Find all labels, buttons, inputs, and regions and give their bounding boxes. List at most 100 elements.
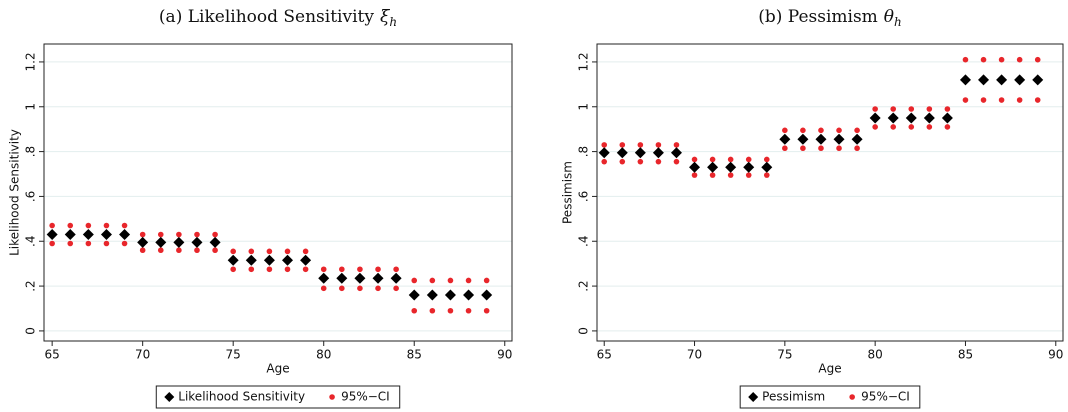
estimate-point [100, 229, 112, 241]
ci-point [908, 106, 915, 112]
estimate-point [941, 112, 953, 124]
x-axis-label: Age [266, 362, 289, 376]
legend: Likelihood Sensitivity 95%−CI [155, 385, 401, 409]
y-tick-label: .8 [577, 146, 591, 157]
estimate-point [707, 161, 719, 173]
estimate-point [869, 112, 881, 124]
x-tick-label: 75 [226, 348, 241, 362]
ci-point [483, 307, 490, 314]
ci-point [655, 158, 662, 165]
estimate-point [797, 133, 809, 145]
ci-point [230, 266, 236, 273]
x-tick-label: 75 [777, 348, 792, 362]
estimate-point [444, 289, 456, 301]
ci-point [818, 127, 824, 134]
ci-point [284, 266, 291, 273]
ci-point [601, 158, 608, 165]
ci-point [339, 285, 345, 292]
estimate-point [670, 147, 682, 159]
ci-point [908, 124, 915, 130]
ci-point [230, 248, 236, 255]
estimate-point [354, 272, 366, 284]
y-tick-label: 0 [24, 327, 38, 335]
ci-point [375, 266, 381, 273]
x-tick-label: 90 [1048, 348, 1063, 362]
estimate-point [616, 147, 628, 159]
ci-point [393, 285, 399, 292]
chart: (b) Pessimism θh 0 .2 .4 .6 .8 1 1.2 65 70 75 80 85 90… [561, 7, 1064, 409]
ci-point [339, 266, 345, 273]
ci-point [709, 156, 716, 163]
legend-marker [748, 392, 759, 402]
ci-point [818, 145, 824, 152]
ci-point [854, 145, 860, 152]
estimate-point [725, 161, 737, 173]
estimate-point [463, 289, 475, 301]
ci-point [673, 142, 680, 148]
estimate-point [318, 272, 330, 284]
ci-point [998, 97, 1005, 103]
legend-marker [329, 394, 335, 400]
estimate-point [923, 112, 935, 124]
estimate-point [191, 236, 203, 248]
estimate-point [815, 133, 827, 145]
x-tick-label: 70 [135, 348, 150, 362]
y-axis-label: Pessimism [561, 161, 575, 224]
ci-point [67, 222, 74, 229]
y-tick-label: 0 [577, 327, 591, 335]
legend-label: Pessimism [762, 390, 825, 404]
ci-point [248, 248, 255, 255]
ci-point [782, 145, 788, 152]
legend-box [155, 385, 401, 409]
x-axis-label: Age [818, 362, 841, 376]
ci-point [709, 172, 716, 178]
estimate-point [1014, 74, 1026, 86]
ci-point [800, 127, 806, 134]
estimate-point [300, 254, 312, 266]
estimate-point [336, 272, 348, 284]
estimate-point [481, 289, 493, 301]
estimate-point [227, 254, 239, 266]
ci-point [429, 307, 436, 314]
ci-point [745, 172, 752, 178]
x-tick-label: 80 [316, 348, 331, 362]
ci-point [121, 222, 128, 229]
estimate-point [408, 289, 420, 301]
ci-point [854, 127, 860, 134]
chart-title: (a) Likelihood Sensitivity ξh [159, 7, 397, 29]
ci-point [176, 247, 182, 254]
ci-point [393, 266, 399, 273]
ci-point [121, 240, 128, 247]
estimate-point [82, 229, 94, 241]
ci-point [836, 145, 842, 152]
ci-point [157, 231, 164, 238]
estimate-point [959, 74, 971, 86]
estimate-point [996, 74, 1008, 86]
ci-point [962, 97, 969, 103]
legend-marker [164, 392, 175, 402]
estimate-point [282, 254, 294, 266]
estimate-point [155, 236, 167, 248]
ci-point [926, 106, 933, 112]
estimate-point [779, 133, 791, 145]
estimate-point [426, 289, 438, 301]
ci-point [944, 106, 951, 112]
ci-point [691, 156, 698, 163]
estimate-point [851, 133, 863, 145]
ci-point [637, 142, 644, 148]
ci-point [745, 156, 752, 163]
chart-title: (b) Pessimism θh [758, 7, 902, 29]
ci-point [447, 277, 454, 284]
ci-point [49, 240, 55, 247]
ci-point [980, 97, 987, 103]
estimate-point [64, 229, 76, 241]
ci-point [139, 231, 146, 238]
ci-point [763, 156, 770, 163]
ci-point [212, 247, 218, 254]
ci-point [266, 248, 273, 255]
ci-point [673, 158, 680, 165]
estimate-point [743, 161, 755, 173]
ci-point [483, 277, 490, 284]
ci-point [998, 56, 1005, 63]
